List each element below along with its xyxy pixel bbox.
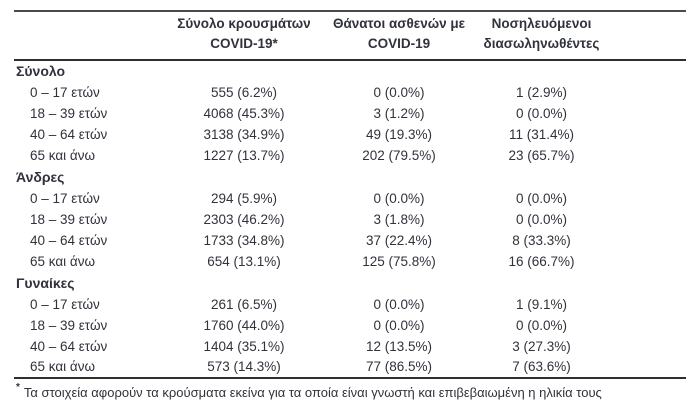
cases-cell: 4068 (45.3%): [203, 105, 285, 121]
column-header-intubated-line1: Νοσηλευόμενοι: [491, 16, 592, 31]
age-group-label: 0 – 17 ετών: [30, 296, 100, 312]
table-row: 18 – 39 ετών 2303 (46.2%) 3 (1.8%) 0 (0.…: [14, 209, 686, 230]
deaths-cell: 202 (79.5%): [362, 147, 436, 163]
cases-cell: 1760 (44.0%): [203, 317, 285, 333]
age-group-label: 0 – 17 ετών: [30, 84, 100, 100]
intubated-cell: 1 (9.1%): [515, 296, 568, 312]
table-row: 65 και άνω 654 (13.1%) 125 (75.8%) 16 (6…: [14, 251, 686, 272]
column-header-cases: Σύνολο κρουσμάτων COVID-19*: [159, 11, 329, 61]
cases-cell: 1733 (34.8%): [203, 232, 285, 248]
section-label: Άνδρες: [16, 168, 65, 185]
section-row-women: Γυναίκες: [14, 272, 686, 294]
deaths-cell: 0 (0.0%): [373, 296, 425, 312]
age-group-label: 40 – 64 ετών: [30, 338, 108, 354]
table-row: 40 – 64 ετών 1733 (34.8%) 37 (22.4%) 8 (…: [14, 230, 686, 251]
intubated-cell: 0 (0.0%): [515, 190, 568, 206]
age-group-label: 40 – 64 ετών: [30, 126, 108, 142]
column-header-cases-line2: COVID-19*: [210, 36, 278, 52]
footnote: * Τα στοιχεία αφορούν τα κρούσματα εκείνα…: [14, 381, 686, 400]
intubated-cell: 3 (27.3%): [512, 338, 571, 354]
intubated-cell: 0 (0.0%): [515, 317, 568, 333]
table-row: 18 – 39 ετών 4068 (45.3%) 3 (1.2%) 0 (0.…: [14, 103, 686, 124]
table-row: 65 και άνω 573 (14.3%) 77 (86.5%) 7 (63.…: [14, 357, 686, 378]
deaths-cell: 0 (0.0%): [373, 190, 425, 206]
intubated-cell: 11 (31.4%): [508, 126, 575, 142]
deaths-cell: 12 (13.5%): [365, 338, 433, 354]
header-row: Σύνολο κρουσμάτων COVID-19* Θάνατοι ασθε…: [14, 11, 686, 61]
column-header-intubated-line2: διασωληνωθέντες: [483, 36, 600, 52]
intubated-cell: 0 (0.0%): [515, 105, 568, 121]
table-body: Σύνολο 0 – 17 ετών 555 (6.2%) 0 (0.0%) 1…: [14, 60, 686, 378]
cases-cell: 573 (14.3%): [207, 359, 281, 374]
section-label: Σύνολο: [16, 63, 66, 79]
intubated-cell: 1 (2.9%): [515, 84, 568, 100]
cases-cell: 3138 (34.9%): [203, 126, 285, 142]
table-row: 40 – 64 ετών 3138 (34.9%) 49 (19.3%) 11 …: [14, 124, 686, 145]
intubated-cell: 16 (66.7%): [508, 253, 575, 269]
column-header-cases-line1: Σύνολο κρουσμάτων: [177, 16, 311, 31]
intubated-cell: 7 (63.6%): [512, 359, 571, 374]
table-header: Σύνολο κρουσμάτων COVID-19* Θάνατοι ασθε…: [14, 11, 686, 61]
deaths-cell: 49 (19.3%): [365, 126, 433, 142]
age-group-label: 18 – 39 ετών: [30, 317, 108, 333]
covid-age-table: Σύνολο κρουσμάτων COVID-19* Θάνατοι ασθε…: [14, 10, 686, 379]
age-group-label: 0 – 17 ετών: [30, 190, 100, 206]
column-header-deaths-line1: Θάνατοι ασθενών με: [332, 16, 466, 31]
cases-cell: 1404 (35.1%): [203, 338, 285, 354]
header-empty-cell: [14, 11, 159, 61]
column-header-deaths: Θάνατοι ασθενών με COVID-19: [329, 11, 469, 61]
section-label: Γυναίκες: [16, 274, 75, 291]
age-group-label: 65 και άνω: [30, 253, 96, 269]
cases-cell: 294 (5.9%): [210, 190, 278, 206]
cases-cell: 2303 (46.2%): [203, 211, 285, 227]
deaths-cell: 3 (1.8%): [373, 211, 425, 227]
table-row: 65 και άνω 1227 (13.7%) 202 (79.5%) 23 (…: [14, 145, 686, 166]
age-group-label: 18 – 39 ετών: [30, 105, 108, 121]
intubated-cell: 8 (33.3%): [512, 232, 571, 248]
footnote-text: Τα στοιχεία αφορούν τα κρούσματα εκείνα …: [23, 384, 602, 400]
age-group-label: 18 – 39 ετών: [30, 211, 108, 227]
covid-age-statistics-document: Σύνολο κρουσμάτων COVID-19* Θάνατοι ασθε…: [14, 10, 686, 400]
header-filler-cell: [614, 11, 686, 61]
deaths-cell: 3 (1.2%): [373, 105, 425, 121]
cases-cell: 1227 (13.7%): [203, 147, 285, 163]
cases-cell: 555 (6.2%): [210, 84, 278, 100]
deaths-cell: 125 (75.8%): [362, 253, 436, 269]
table-row: 0 – 17 ετών 294 (5.9%) 0 (0.0%) 0 (0.0%): [14, 188, 686, 209]
age-group-label: 65 και άνω: [30, 359, 96, 374]
cases-cell: 654 (13.1%): [207, 253, 281, 269]
section-row-total: Σύνολο: [14, 60, 686, 82]
deaths-cell: 77 (86.5%): [365, 359, 433, 374]
age-group-label: 65 και άνω: [30, 147, 96, 163]
deaths-cell: 0 (0.0%): [373, 317, 425, 333]
intubated-cell: 23 (65.7%): [508, 147, 575, 163]
table-row: 0 – 17 ετών 555 (6.2%) 0 (0.0%) 1 (2.9%): [14, 82, 686, 103]
section-row-men: Άνδρες: [14, 166, 686, 188]
table-row: 18 – 39 ετών 1760 (44.0%) 0 (0.0%) 0 (0.…: [14, 315, 686, 336]
age-group-label: 40 – 64 ετών: [30, 232, 108, 248]
table-row: 40 – 64 ετών 1404 (35.1%) 12 (13.5%) 3 (…: [14, 336, 686, 357]
deaths-cell: 37 (22.4%): [365, 232, 433, 248]
column-header-deaths-line2: COVID-19: [367, 36, 431, 52]
deaths-cell: 0 (0.0%): [373, 84, 425, 100]
column-header-intubated: Νοσηλευόμενοι διασωληνωθέντες: [469, 11, 614, 61]
cases-cell: 261 (6.5%): [210, 296, 278, 312]
intubated-cell: 0 (0.0%): [515, 211, 568, 227]
footnote-asterisk: *: [16, 381, 20, 393]
table-row: 0 – 17 ετών 261 (6.5%) 0 (0.0%) 1 (9.1%): [14, 294, 686, 315]
